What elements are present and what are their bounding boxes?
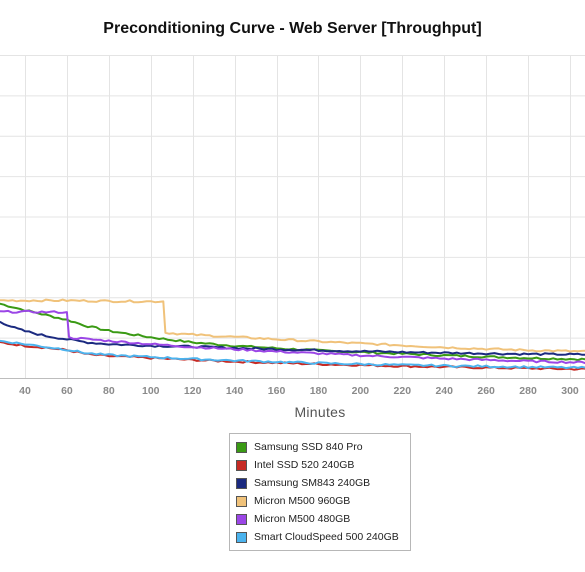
x-tick-label: 160 [268,385,286,397]
grid-lines [0,55,585,379]
series-line [0,309,585,365]
legend-item: Smart CloudSpeed 500 240GB [236,529,410,545]
chart-title: Preconditioning Curve - Web Server [Thro… [103,20,482,37]
x-tick-labels: 40 60 80 100 120 140 160 180 200 220 240 260 280 300 [19,385,579,397]
legend-label: Intel SSD 520 240GB [254,459,355,471]
series-line [0,298,585,353]
legend-item: Intel SSD 520 240GB [236,457,410,473]
series-line [0,341,585,371]
legend: Samsung SSD 840 Pro Intel SSD 520 240GB Sa… [229,433,411,551]
series-line [0,320,585,356]
x-tick-label: 240 [435,385,453,397]
x-tick-label: 220 [394,385,412,397]
x-tick-label: 60 [61,385,73,397]
legend-swatch [236,459,247,471]
x-tick-label: 120 [184,385,202,397]
plot-area: 40 60 80 100 120 140 160 180 200 220 240 260 280 300 [0,55,585,397]
x-tick-label: 100 [142,385,160,397]
legend-swatch [236,495,247,507]
x-axis-label: Minutes [294,404,346,420]
legend-item: Micron M500 480GB [236,511,410,527]
legend-swatch [236,513,247,525]
x-tick-label: 300 [561,385,579,397]
legend-swatch [236,477,247,489]
x-tick-label: 180 [310,385,328,397]
legend-label: Samsung SSD 840 Pro [254,441,363,453]
x-tick-label: 200 [352,385,370,397]
legend-swatch [236,531,247,543]
x-tick-label: 80 [103,385,115,397]
series-lines [0,298,585,371]
legend-label: Smart CloudSpeed 500 240GB [254,531,399,543]
x-tick-label: 140 [226,385,244,397]
series-line [0,339,585,370]
legend-label: Samsung SM843 240GB [254,477,371,489]
x-tick-label: 260 [477,385,495,397]
legend-item: Samsung SSD 840 Pro [236,439,410,455]
legend-label: Micron M500 960GB [254,495,351,507]
x-tick-label: 40 [19,385,31,397]
legend-swatch [236,441,247,453]
x-tick-label: 280 [519,385,537,397]
legend-label: Micron M500 480GB [254,513,351,525]
legend-item: Micron M500 960GB [236,493,410,509]
legend-item: Samsung SM843 240GB [236,475,410,491]
